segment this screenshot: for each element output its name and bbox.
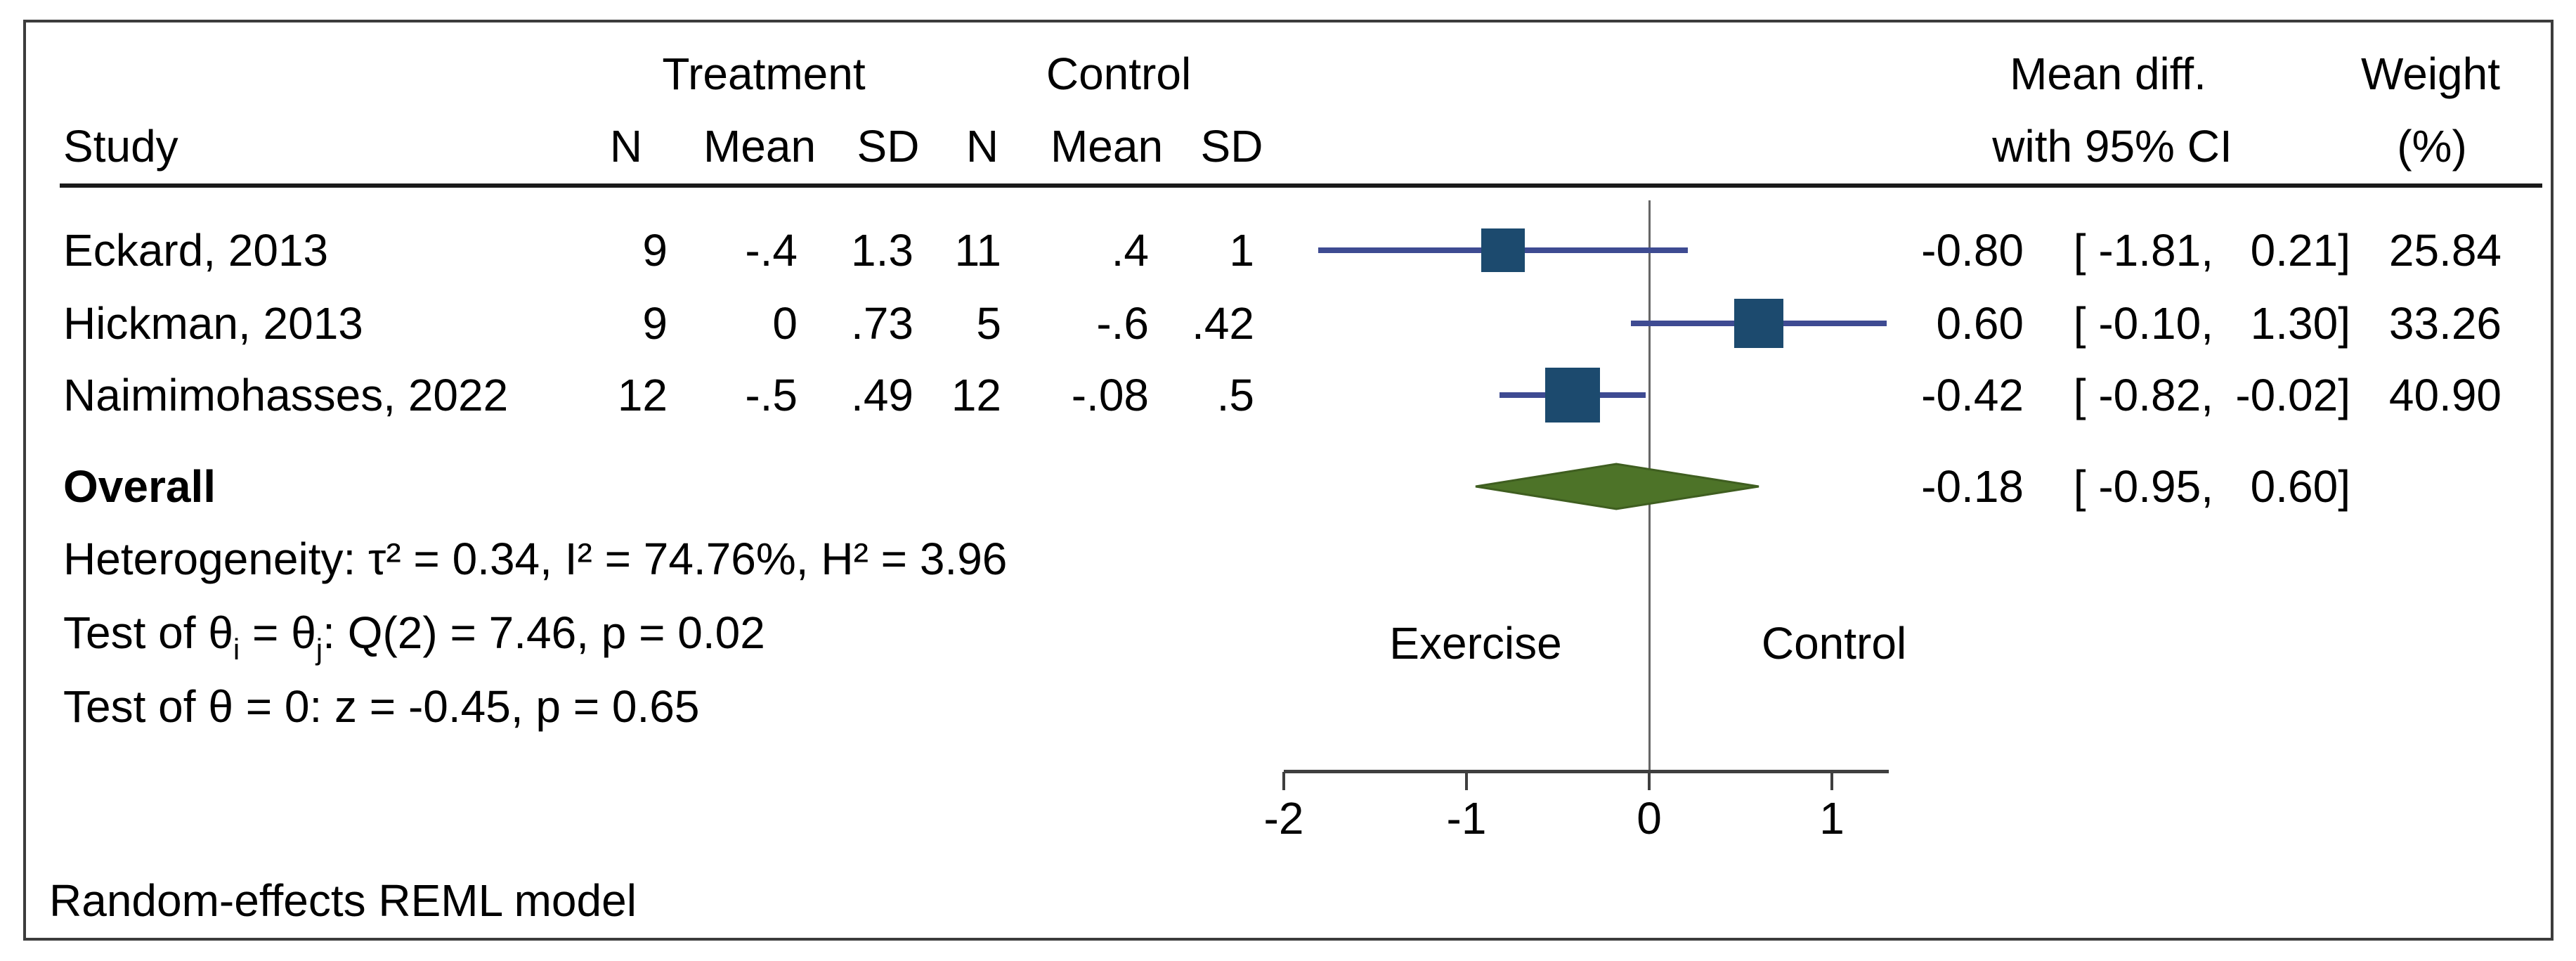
treatment-sd: .73: [851, 298, 913, 349]
heterogeneity-stats: Heterogeneity: τ² = 0.34, I² = 74.76%, H…: [63, 534, 1008, 584]
control-group-header: Control: [1046, 49, 1192, 99]
study-label: Naimimohasses, 2022: [63, 370, 509, 420]
treatment-sd: .49: [851, 370, 913, 420]
homogeneity-test-stats: Test of θi = θj: Q(2) = 7.46, p = 0.02: [63, 603, 1398, 666]
x-axis-tick: [1830, 772, 1833, 790]
study-column-header: Study: [63, 121, 178, 172]
x-axis-tick: [1282, 772, 1285, 790]
study-label: Eckard, 2013: [63, 225, 329, 276]
x-tick-label: -2: [1263, 793, 1304, 844]
effect-square: [1545, 368, 1600, 423]
ci-lower: [ -0.82,: [2073, 370, 2213, 420]
favors-right-label: Control: [1761, 618, 1907, 669]
favors-left-label: Exercise: [1389, 618, 1562, 669]
header-rule: [60, 183, 2542, 188]
treatment-n-header: N: [609, 121, 643, 172]
control-mean: -.6: [1096, 298, 1149, 349]
overall-ci-upper: 0.60]: [2250, 461, 2350, 512]
treatment-mean: 0: [772, 298, 798, 349]
effect-header-line2: with 95% CI: [1992, 121, 2232, 172]
treatment-group-header: Treatment: [662, 49, 866, 99]
model-note: Random-effects REML model: [49, 875, 637, 926]
treatment-sd: 1.3: [851, 225, 913, 276]
effect-square: [1734, 299, 1783, 348]
control-sd: .42: [1192, 298, 1254, 349]
overall-test-stats: Test of θ = 0: z = -0.45, p = 0.65: [63, 681, 700, 732]
weight-value: 40.90: [2388, 370, 2502, 420]
control-n: 5: [976, 298, 1001, 349]
treatment-mean: -.4: [745, 225, 798, 276]
treatment-n: 12: [617, 370, 668, 420]
ci-lower: [ -1.81,: [2073, 225, 2213, 276]
control-sd: .5: [1216, 370, 1254, 420]
ci-upper: 1.30]: [2250, 298, 2350, 349]
overall-label: Overall: [63, 461, 216, 512]
theta-subscript-i: i: [233, 633, 240, 666]
treatment-n: 9: [642, 225, 668, 276]
ci-lower: [ -0.10,: [2073, 298, 2213, 349]
weight-header-line1: Weight: [2360, 49, 2501, 99]
weight-value: 33.26: [2388, 298, 2502, 349]
figure-frame: [23, 20, 2554, 941]
treatment-n: 9: [642, 298, 668, 349]
control-n: 11: [954, 225, 1001, 276]
x-axis-tick: [1465, 772, 1468, 790]
effect-estimate: -0.42: [1921, 370, 2024, 420]
overall-ci-lower: [ -0.95,: [2073, 461, 2213, 512]
x-axis-tick: [1648, 772, 1651, 790]
study-label: Hickman, 2013: [63, 298, 363, 349]
control-mean: .4: [1111, 225, 1149, 276]
control-sd-header: SD: [1200, 121, 1263, 172]
test-q-post: : Q(2) = 7.46, p = 0.02: [323, 607, 765, 658]
x-tick-label: -1: [1446, 793, 1487, 844]
treatment-sd-header: SD: [857, 121, 920, 172]
effect-header-line1: Mean diff.: [2010, 49, 2206, 99]
control-n-header: N: [965, 121, 999, 172]
x-tick-label: 1: [1819, 793, 1845, 844]
control-sd: 1: [1229, 225, 1254, 276]
treatment-mean-header: Mean: [703, 121, 817, 172]
ci-upper: 0.21]: [2250, 225, 2350, 276]
effect-estimate: 0.60: [1936, 298, 2024, 349]
control-mean: -.08: [1071, 370, 1149, 420]
effect-estimate: -0.80: [1921, 225, 2024, 276]
control-mean-header: Mean: [1050, 121, 1164, 172]
test-q-pre: Test of θ: [63, 607, 233, 658]
control-n: 12: [951, 370, 1001, 420]
test-q-mid: = θ: [240, 607, 316, 658]
zero-reference-line: [1648, 200, 1651, 773]
overall-diamond: [1475, 463, 1759, 510]
weight-value: 25.84: [2388, 225, 2502, 276]
treatment-mean: -.5: [745, 370, 798, 420]
effect-square: [1481, 228, 1525, 272]
x-tick-label: 0: [1637, 793, 1662, 844]
ci-upper: -0.02]: [2235, 370, 2350, 420]
x-axis-line: [1284, 770, 1889, 773]
overall-estimate: -0.18: [1921, 461, 2024, 512]
theta-subscript-j: j: [316, 633, 323, 666]
weight-header-line2: (%): [2397, 121, 2467, 172]
